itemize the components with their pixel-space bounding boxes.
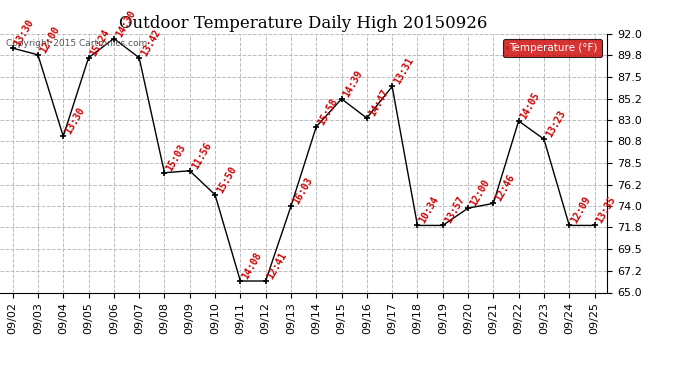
Text: 13:57: 13:57 <box>443 195 466 225</box>
Text: 12:46: 12:46 <box>493 173 517 203</box>
Text: 13:23: 13:23 <box>544 109 567 139</box>
Text: Copyright 2015 Cartronics.com: Copyright 2015 Cartronics.com <box>6 39 148 48</box>
Text: 13:30: 13:30 <box>12 18 36 48</box>
Text: 11:56: 11:56 <box>190 140 213 171</box>
Text: 15:03: 15:03 <box>164 142 188 173</box>
Text: 15:58: 15:58 <box>316 96 339 127</box>
Legend: Temperature (°F): Temperature (°F) <box>503 39 602 57</box>
Text: 13:35: 13:35 <box>595 195 618 225</box>
Text: 14:39: 14:39 <box>342 69 365 99</box>
Text: 13:42: 13:42 <box>139 27 163 58</box>
Text: 14:05: 14:05 <box>519 90 542 121</box>
Text: 14:47: 14:47 <box>367 88 391 118</box>
Text: 15:24: 15:24 <box>88 27 112 58</box>
Text: 12:09: 12:09 <box>569 195 593 225</box>
Text: 12:41: 12:41 <box>266 251 289 281</box>
Text: 13:30: 13:30 <box>63 106 87 136</box>
Text: 14:30: 14:30 <box>114 8 137 39</box>
Text: 12:00: 12:00 <box>38 24 61 55</box>
Text: 10:34: 10:34 <box>417 195 441 225</box>
Text: 16:03: 16:03 <box>291 176 315 206</box>
Text: 12:00: 12:00 <box>468 178 491 208</box>
Text: 14:08: 14:08 <box>240 251 264 281</box>
Title: Outdoor Temperature Daily High 20150926: Outdoor Temperature Daily High 20150926 <box>119 15 488 32</box>
Text: 13:31: 13:31 <box>392 56 415 87</box>
Text: 15:50: 15:50 <box>215 164 239 195</box>
